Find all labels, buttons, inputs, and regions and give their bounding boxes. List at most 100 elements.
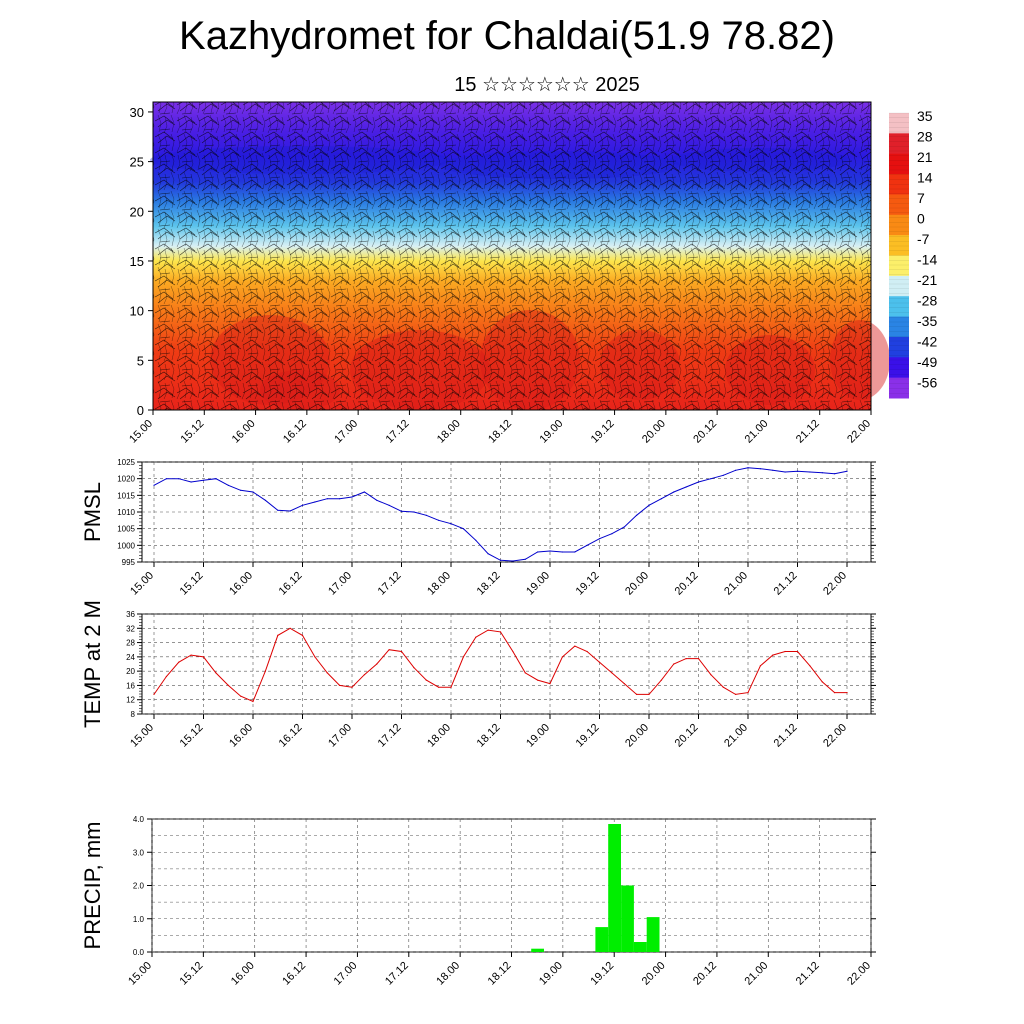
colorbar-swatch [889, 357, 909, 379]
data-point [673, 663, 675, 665]
data-point [227, 484, 229, 486]
temperature-panel: 8 12 16 20 24 28 32 36 TEMP at 2 M 15.00 15.12 16.0… [80, 600, 876, 750]
x-tick-label: 22.00 [845, 418, 873, 446]
x-tick-label: 17.12 [383, 960, 411, 988]
x-tick-label: 19.00 [537, 418, 565, 446]
colorbar-label: 21 [917, 149, 933, 165]
data-point [215, 478, 217, 480]
data-point [289, 627, 291, 629]
data-point [673, 491, 675, 493]
data-point [772, 469, 774, 471]
data-point [735, 693, 737, 696]
plot-frame [141, 613, 872, 715]
data-point [388, 504, 390, 506]
y-tick-label: 20 [130, 204, 144, 219]
data-point [784, 650, 786, 653]
y-tick-label: 2.0 [133, 882, 145, 891]
data-point [450, 686, 452, 688]
data-point [660, 498, 663, 500]
x-tick-label: 17.00 [326, 722, 354, 750]
x-tick-label: 20.00 [640, 418, 668, 446]
x-tick-label: 16.12 [277, 722, 305, 750]
data-point [685, 658, 687, 660]
colorbar-swatch [889, 133, 909, 155]
data-point [425, 514, 427, 516]
data-point [301, 504, 304, 506]
x-tick-label: 17.00 [332, 418, 360, 446]
data-point [301, 634, 304, 637]
data-point [809, 665, 811, 667]
y-tick-label: 12 [126, 696, 135, 705]
data-point [636, 693, 638, 696]
data-point [846, 470, 848, 472]
data-point [697, 481, 700, 483]
colorbar-swatch [889, 174, 909, 195]
data-point [388, 649, 390, 651]
y-tick-label: 24 [126, 653, 135, 662]
data-point [747, 467, 749, 469]
x-tick-label: 16.12 [277, 570, 305, 598]
colorbar-label: -14 [917, 252, 937, 268]
x-tick-label: 17.12 [376, 722, 404, 750]
data-point [153, 484, 155, 486]
colorbar-label: -21 [917, 272, 937, 288]
chart-subtitle: 15 ☆☆☆☆☆☆ 2025 [454, 74, 640, 96]
data-point [660, 679, 663, 681]
data-point [190, 481, 192, 483]
data-point [735, 469, 737, 471]
x-tick-label: 17.00 [326, 570, 354, 598]
data-point [648, 693, 650, 696]
x-tick-label: 18.12 [486, 418, 514, 446]
data-point [623, 683, 625, 685]
x-tick-label: 17.00 [332, 960, 360, 988]
x-tick-label: 15.00 [127, 418, 155, 446]
data-point [759, 665, 762, 667]
x-tick-label: 15.12 [178, 722, 206, 750]
data-point [710, 478, 712, 480]
data-point [462, 528, 464, 530]
data-point [512, 560, 514, 562]
x-tick-label: 16.00 [229, 960, 257, 988]
data-point [685, 486, 687, 488]
colorbar-label: -49 [917, 354, 937, 370]
data-point [524, 558, 526, 560]
colorbar-label: 14 [917, 170, 933, 186]
data-point [834, 692, 836, 694]
x-tick-label: 17.12 [376, 570, 404, 598]
x-tick-label: 18.12 [475, 570, 503, 598]
data-point [561, 656, 564, 658]
y-tick-label: 4.0 [133, 815, 145, 824]
data-point [376, 663, 378, 665]
data-point [314, 656, 316, 658]
y-axis-label: PRECIP, mm [80, 822, 105, 950]
data-point [425, 679, 427, 681]
data-point [524, 672, 526, 674]
data-point [611, 672, 613, 674]
data-point [178, 478, 180, 480]
data-point [512, 650, 514, 653]
x-tick-label: 19.00 [537, 960, 565, 988]
data-point [747, 692, 749, 694]
x-tick-label: 19.12 [588, 960, 616, 988]
data-point [759, 468, 762, 470]
precipitation-panel: 15.00 15.12 16.00 16.12 17.00 17.12 18.00 18.12… [80, 815, 876, 988]
x-tick-label: 17.12 [384, 418, 412, 446]
data-point [772, 654, 774, 656]
y-tick-label: 20 [126, 667, 135, 676]
data-point [710, 674, 712, 676]
x-tick-label: 19.12 [574, 570, 602, 598]
colorbar-label: 0 [917, 211, 925, 227]
data-point [326, 672, 328, 674]
data-point [215, 672, 217, 674]
x-tick-label: 15.00 [128, 722, 156, 750]
x-tick-label: 21.12 [794, 418, 822, 446]
data-point [796, 470, 799, 472]
data-point [722, 686, 724, 688]
x-tick-label: 20.00 [640, 960, 668, 988]
pmsl-panel: 995 1000 1005 1010 1015 1020 1025 PMSL 15.00 15.1… [80, 458, 876, 598]
colorbar-swatch [889, 153, 909, 175]
data-point [178, 661, 180, 663]
precip-bar [621, 885, 634, 952]
x-tick-label: 21.12 [772, 722, 800, 750]
data-point [623, 526, 625, 528]
